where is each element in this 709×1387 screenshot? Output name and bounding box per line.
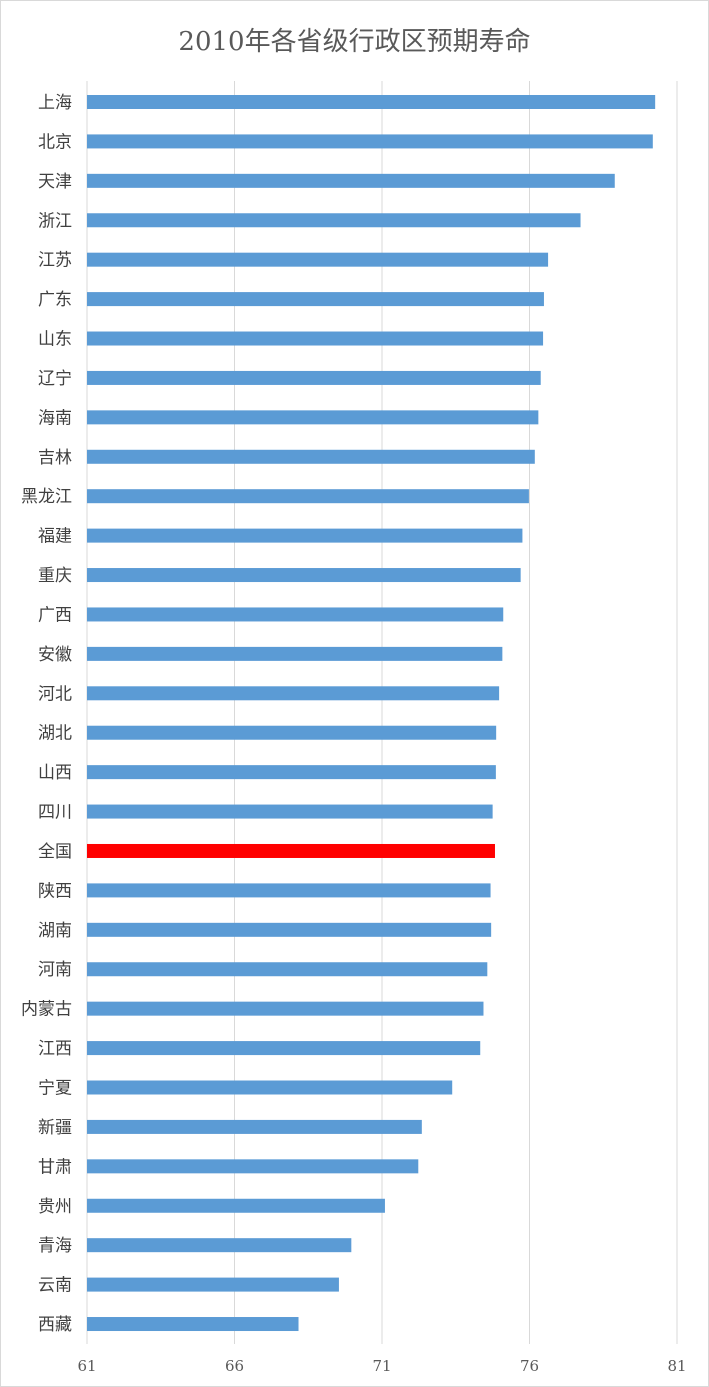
bar-29 (87, 1238, 352, 1253)
bar-12 (87, 568, 521, 583)
category-label: 甘肃 (38, 1157, 72, 1177)
category-label: 内蒙古 (21, 1000, 72, 1020)
bar-2 (87, 173, 615, 188)
bar-8 (87, 410, 539, 425)
category-label: 河南 (38, 960, 72, 980)
bar-11 (87, 528, 523, 543)
category-label: 广东 (38, 290, 72, 310)
category-label: 宁夏 (38, 1079, 72, 1099)
chart-title: 2010年各省级行政区预期寿命 (178, 27, 531, 57)
category-label: 重庆 (38, 566, 72, 586)
category-label: 上海 (38, 93, 72, 113)
bar-19 (87, 843, 495, 858)
bar-1 (87, 134, 653, 149)
category-label: 全国 (38, 842, 72, 862)
category-label: 青海 (38, 1236, 72, 1256)
bar-23 (87, 1001, 484, 1016)
category-label: 黑龙江 (21, 487, 72, 507)
category-label: 安徽 (38, 645, 72, 665)
bar-18 (87, 804, 493, 819)
bar-0 (87, 95, 656, 109)
category-label: 湖北 (38, 724, 72, 744)
bar-24 (87, 1041, 481, 1056)
bar-28 (87, 1198, 385, 1213)
bar-7 (87, 370, 541, 385)
category-label: 福建 (38, 527, 72, 547)
x-tick-label: 76 (520, 1357, 539, 1375)
category-label: 湖南 (38, 921, 72, 941)
bar-16 (87, 725, 497, 740)
bar-9 (87, 449, 535, 464)
category-label: 浙江 (38, 211, 72, 231)
bar-25 (87, 1080, 453, 1095)
category-label: 河北 (38, 684, 72, 704)
bar-13 (87, 607, 504, 622)
bar-15 (87, 686, 500, 701)
grid-lines (86, 81, 678, 1344)
bar-6 (87, 331, 544, 346)
bar-20 (87, 883, 491, 898)
category-label: 江西 (38, 1039, 72, 1059)
bar-4 (87, 252, 549, 267)
x-tick-labels: 61 66 71 76 81 (77, 1357, 686, 1375)
x-tick-label: 61 (77, 1357, 96, 1375)
x-tick-label: 71 (372, 1357, 391, 1375)
category-label: 贵州 (38, 1197, 72, 1217)
category-label: 四川 (38, 803, 72, 823)
bar-22 (87, 962, 488, 977)
category-label: 吉林 (38, 448, 72, 468)
category-labels: 上海北京天津浙江江苏广东山东辽宁海南吉林黑龙江福建重庆广西安徽河北湖北山西四川全… (21, 93, 72, 1335)
category-label: 北京 (38, 132, 72, 152)
bar-31 (87, 1317, 299, 1332)
bar-14 (87, 646, 503, 661)
bar-26 (87, 1119, 422, 1134)
category-label: 辽宁 (38, 369, 72, 389)
x-tick-label: 81 (667, 1357, 686, 1375)
category-label: 山东 (38, 330, 72, 350)
bar-10 (87, 489, 529, 504)
category-label: 江苏 (38, 251, 72, 271)
bar-21 (87, 922, 492, 937)
x-tick-label: 66 (225, 1357, 244, 1375)
category-label: 新疆 (38, 1118, 72, 1138)
bars (87, 95, 656, 1332)
category-label: 陕西 (38, 881, 72, 901)
category-label: 海南 (38, 408, 72, 428)
category-label: 云南 (38, 1276, 72, 1296)
bar-30 (87, 1277, 339, 1292)
category-label: 山西 (38, 763, 72, 783)
category-label: 广西 (38, 605, 72, 625)
category-label: 西藏 (38, 1315, 72, 1335)
bar-27 (87, 1159, 419, 1174)
bar-5 (87, 292, 544, 307)
category-label: 天津 (38, 172, 72, 192)
bar-3 (87, 213, 581, 228)
bar-17 (87, 765, 496, 780)
